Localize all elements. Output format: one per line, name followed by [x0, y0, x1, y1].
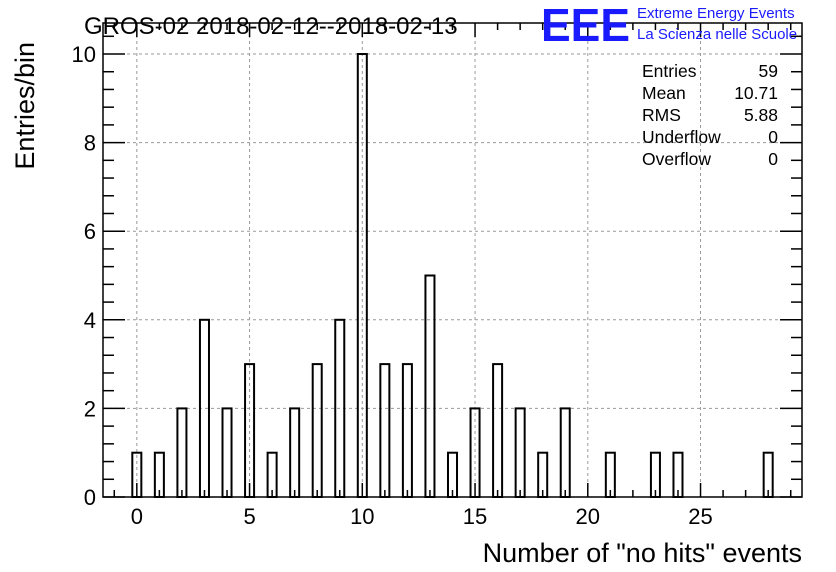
stats-label: Underflow: [642, 127, 721, 147]
stats-value: 0: [768, 149, 778, 169]
logo-mark: EEE: [541, 0, 630, 51]
x-tick-label: 25: [688, 504, 712, 529]
histogram-bar: [221, 407, 233, 498]
histogram-bar: [559, 407, 571, 498]
y-tick-label: 8: [84, 131, 96, 156]
plot-frame: [102, 22, 803, 498]
histogram-bar: [176, 407, 188, 498]
histogram-bar: [379, 363, 391, 499]
y-tick-label: 4: [84, 308, 96, 333]
x-tick-label: 0: [131, 504, 143, 529]
x-tick-label: 20: [576, 504, 600, 529]
y-tick-label: 10: [72, 42, 96, 67]
y-tick-label: 2: [84, 396, 96, 421]
eee-logo: EEE Extreme Energy Events La Scienza nel…: [541, 0, 797, 51]
histogram-bar: [424, 274, 436, 498]
stats-value: 59: [759, 61, 778, 81]
logo-line-1: Extreme Energy Events: [637, 5, 795, 22]
y-tick-label: 6: [84, 219, 96, 244]
histogram-bar: [289, 407, 301, 498]
logo-line-2: La Scienza nelle Scuole: [637, 26, 797, 43]
grid-lines: [103, 23, 802, 498]
y-tick-label: 0: [84, 485, 96, 510]
stats-value: 5.88: [744, 105, 778, 125]
histogram-bar: [401, 363, 413, 499]
histogram-bar: [311, 363, 323, 499]
x-axis-label: Number of "no hits" events: [483, 538, 802, 568]
tick-marks: [103, 23, 802, 498]
stats-value: 10.71: [734, 83, 778, 103]
x-tick-label: 5: [243, 504, 255, 529]
stats-label: Overflow: [642, 149, 711, 169]
axes: [102, 22, 803, 498]
histogram-bar: [492, 363, 504, 499]
stats-label: Mean: [642, 83, 686, 103]
x-tick-label: 15: [463, 504, 487, 529]
chart-title: GROS-02 2018-02-12--2018-02-13: [84, 13, 458, 40]
histogram-bar: [514, 407, 526, 498]
stats-label: Entries: [642, 61, 697, 81]
stats-box: Entries 59 Mean 10.71 RMS 5.88 Underflow 0 Overf…: [642, 61, 778, 169]
stats-label: RMS: [642, 105, 681, 125]
stats-value: 0: [768, 127, 778, 147]
y-axis-label: Entries/bin: [10, 42, 40, 170]
x-tick-label: 10: [350, 504, 374, 529]
tick-labels: 0 5 10 15 20 25 0 2 4 6 8 10: [72, 42, 713, 529]
